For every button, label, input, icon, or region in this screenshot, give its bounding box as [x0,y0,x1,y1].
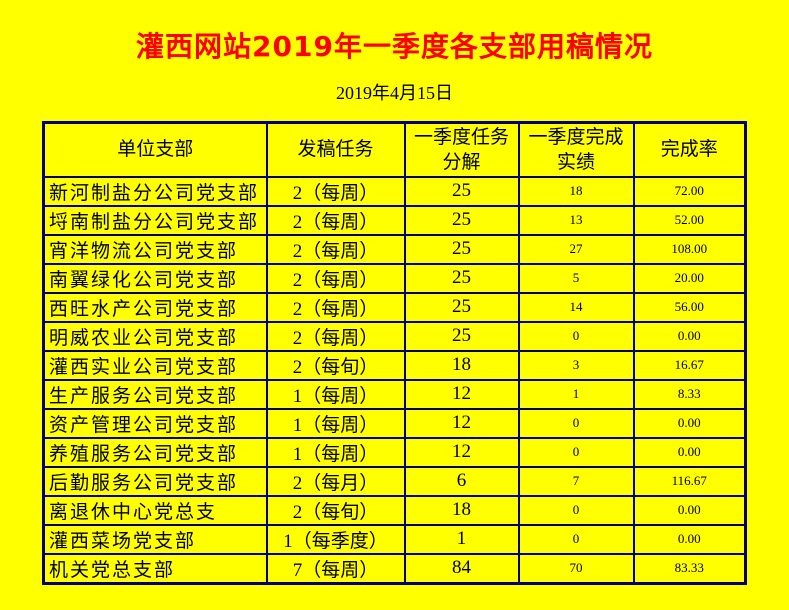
cell-quarter-actual: 13 [517,204,635,236]
cell-unit-name: 后勤服务公司党支部 [42,465,268,497]
table-row: 生产服务公司党支部 1（每周） 12 1 8.33 [42,378,747,410]
table-row: 新河制盐分公司党支部 2（每周） 25 18 72.00 [42,175,747,207]
cell-quarter-plan: 25 [403,291,520,323]
cell-post-task: 2（每周） [265,320,406,352]
cell-quarter-plan: 25 [403,204,520,236]
cell-quarter-actual: 14 [517,291,635,323]
cell-quarter-actual: 0 [517,436,635,468]
report-date: 2019年4月15日 [336,83,453,103]
cell-quarter-plan: 84 [403,552,520,584]
cell-completion-rate: 0.00 [632,407,747,439]
cell-unit-name: 明威农业公司党支部 [42,320,268,352]
cell-unit-name: 西旺水产公司党支部 [42,291,268,323]
table-header: 单位支部 发稿任务 一季度任务 分解 一季度完成 实绩 完成率 [42,121,747,178]
cell-post-task: 1（每周） [265,436,406,468]
cell-unit-name: 埒南制盐分公司党支部 [42,204,268,236]
table-row: 资产管理公司党支部 1（每周） 12 0 0.00 [42,407,747,439]
table-row: 养殖服务公司党支部 1（每周） 12 0 0.00 [42,436,747,468]
cell-completion-rate: 0.00 [632,320,747,352]
cell-unit-name: 新河制盐分公司党支部 [42,175,268,207]
cell-post-task: 2（每周） [265,204,406,236]
cell-quarter-actual: 1 [517,378,635,410]
table-body: 新河制盐分公司党支部 2（每周） 25 18 72.00 埒南制盐分公司党支部 … [42,175,747,584]
cell-completion-rate: 0.00 [632,494,747,526]
table-row: 离退休中心党总支 2（每旬） 18 0 0.00 [42,494,747,526]
cell-completion-rate: 20.00 [632,262,747,294]
table-row: 灌西实业公司党支部 2（每旬） 18 3 16.67 [42,349,747,381]
cell-post-task: 2（每旬） [265,349,406,381]
cell-post-task: 2（每旬） [265,494,406,526]
cell-post-task: 1（每周） [265,378,406,410]
cell-unit-name: 养殖服务公司党支部 [42,436,268,468]
page-title: 灌西网站2019年一季度各支部用稿情况 [136,30,653,63]
cell-completion-rate: 72.00 [632,175,747,207]
cell-quarter-plan: 12 [403,407,520,439]
cell-completion-rate: 0.00 [632,523,747,555]
cell-quarter-plan: 18 [403,349,520,381]
cell-quarter-actual: 0 [517,407,635,439]
cell-quarter-actual: 70 [517,552,635,584]
table-row: 南翼绿化公司党支部 2（每周） 25 5 20.00 [42,262,747,294]
col-header-actual: 一季度完成 实绩 [517,121,635,178]
cell-completion-rate: 0.00 [632,436,747,468]
cell-completion-rate: 16.67 [632,349,747,381]
cell-post-task: 2（每周） [265,175,406,207]
table-row: 宵洋物流公司党支部 2（每周） 25 27 108.00 [42,233,747,265]
cell-quarter-actual: 5 [517,262,635,294]
col-header-task: 发稿任务 [265,121,406,178]
cell-quarter-plan: 18 [403,494,520,526]
cell-quarter-plan: 6 [403,465,520,497]
report-table: 单位支部 发稿任务 一季度任务 分解 一季度完成 实绩 完成率 新河制盐分公司党… [42,121,747,585]
cell-unit-name: 生产服务公司党支部 [42,378,268,410]
table-row: 灌西菜场党支部 1（每季度） 1 0 0.00 [42,523,747,555]
cell-quarter-actual: 0 [517,494,635,526]
cell-completion-rate: 52.00 [632,204,747,236]
cell-unit-name: 资产管理公司党支部 [42,407,268,439]
cell-quarter-plan: 25 [403,262,520,294]
cell-post-task: 1（每季度） [265,523,406,555]
cell-completion-rate: 83.33 [632,552,747,584]
col-header-rate: 完成率 [632,121,747,178]
col-header-plan: 一季度任务 分解 [403,121,520,178]
cell-post-task: 7（每周） [265,552,406,584]
table-row: 后勤服务公司党支部 2（每月） 6 7 116.67 [42,465,747,497]
table-row: 埒南制盐分公司党支部 2（每周） 25 13 52.00 [42,204,747,236]
cell-quarter-actual: 3 [517,349,635,381]
cell-post-task: 2（每周） [265,233,406,265]
cell-unit-name: 宵洋物流公司党支部 [42,233,268,265]
cell-post-task: 1（每周） [265,407,406,439]
cell-quarter-plan: 25 [403,175,520,207]
cell-quarter-plan: 25 [403,320,520,352]
cell-completion-rate: 108.00 [632,233,747,265]
cell-unit-name: 南翼绿化公司党支部 [42,262,268,294]
table-row: 机关党总支部 7（每周） 84 70 83.33 [42,552,747,584]
cell-post-task: 2（每周） [265,262,406,294]
table-row: 明威农业公司党支部 2（每周） 25 0 0.00 [42,320,747,352]
cell-quarter-plan: 12 [403,378,520,410]
cell-quarter-actual: 7 [517,465,635,497]
cell-completion-rate: 116.67 [632,465,747,497]
cell-quarter-plan: 25 [403,233,520,265]
cell-completion-rate: 56.00 [632,291,747,323]
cell-quarter-actual: 27 [517,233,635,265]
report-page: 灌西网站2019年一季度各支部用稿情况 2019年4月15日 单位支部 发稿任务… [0,25,789,585]
cell-unit-name: 离退休中心党总支 [42,494,268,526]
cell-quarter-actual: 0 [517,523,635,555]
cell-post-task: 2（每月） [265,465,406,497]
cell-unit-name: 机关党总支部 [42,552,268,584]
cell-unit-name: 灌西菜场党支部 [42,523,268,555]
cell-completion-rate: 8.33 [632,378,747,410]
cell-post-task: 2（每周） [265,291,406,323]
col-header-unit: 单位支部 [42,121,268,178]
cell-quarter-plan: 1 [403,523,520,555]
table-header-row: 单位支部 发稿任务 一季度任务 分解 一季度完成 实绩 完成率 [42,121,747,178]
cell-quarter-plan: 12 [403,436,520,468]
cell-unit-name: 灌西实业公司党支部 [42,349,268,381]
cell-quarter-actual: 0 [517,320,635,352]
table-row: 西旺水产公司党支部 2（每周） 25 14 56.00 [42,291,747,323]
cell-quarter-actual: 18 [517,175,635,207]
